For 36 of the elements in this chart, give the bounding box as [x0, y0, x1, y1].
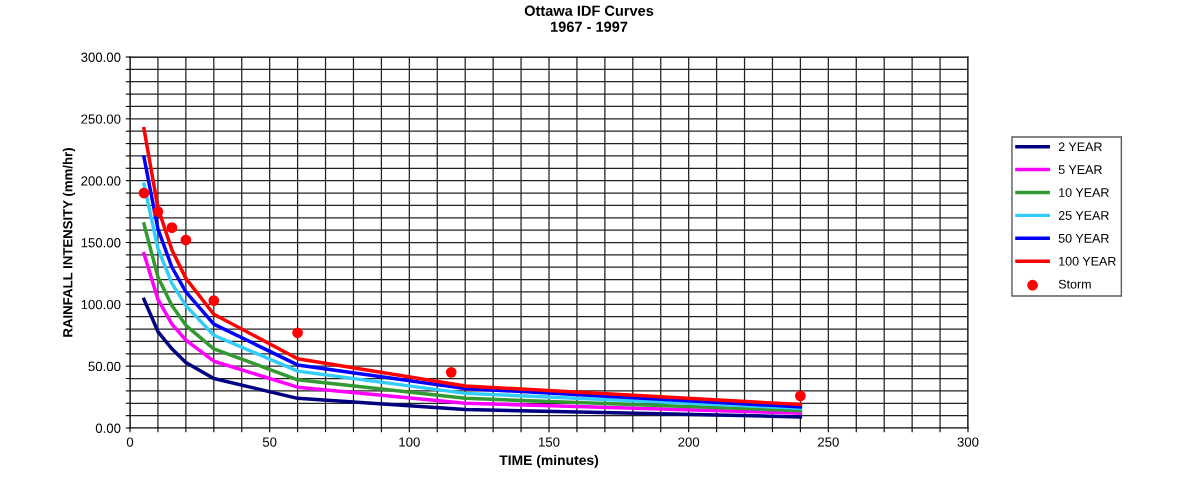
legend-label: 2 YEAR — [1058, 142, 1102, 152]
x-tick-label: 250 — [817, 437, 839, 447]
y-tick-label: 50.00 — [88, 361, 121, 372]
y-tick-label: 100.00 — [81, 299, 121, 310]
y-tick-label: 250.00 — [81, 114, 121, 124]
y-axis-title: RAINFALL INTENSITY (mm/hr) — [62, 148, 76, 337]
legend-label: 5 YEAR — [1058, 165, 1102, 175]
point — [152, 206, 164, 217]
point — [138, 187, 150, 199]
point — [795, 390, 806, 402]
point — [445, 366, 457, 378]
line-series — [142, 297, 803, 419]
x-tick-label: 50 — [262, 437, 277, 447]
legend-label: 25 YEAR — [1058, 211, 1109, 220]
line-series — [142, 251, 803, 415]
y-tick-label: 300.00 — [81, 52, 121, 62]
x-tick-label: 200 — [678, 437, 700, 447]
point — [180, 234, 192, 246]
legend-label: 10 YEAR — [1059, 188, 1109, 197]
y-tick-label: 150.00 — [81, 238, 121, 248]
legend-label: 50 YEAR — [1058, 233, 1109, 243]
x-axis-title: TIME (minutes) — [499, 454, 599, 468]
legend-label: Storm — [1058, 279, 1091, 289]
legend-label: 100 YEAR — [1059, 256, 1116, 266]
y-tick-label: 0.00 — [95, 423, 121, 433]
point — [208, 295, 220, 306]
point — [166, 222, 178, 234]
y-tick-label: 200.00 — [81, 176, 121, 186]
x-tick-label: 100 — [399, 437, 420, 447]
chart-title: Ottawa IDF Curves — [524, 5, 654, 16]
line-series — [142, 222, 803, 413]
x-tick-label: 300 — [957, 437, 979, 447]
point — [292, 327, 303, 339]
chart-subtitle: 1967 - 1997 — [551, 21, 628, 32]
x-tick-label: 0 — [126, 437, 134, 447]
x-tick-label: 150 — [539, 437, 560, 447]
